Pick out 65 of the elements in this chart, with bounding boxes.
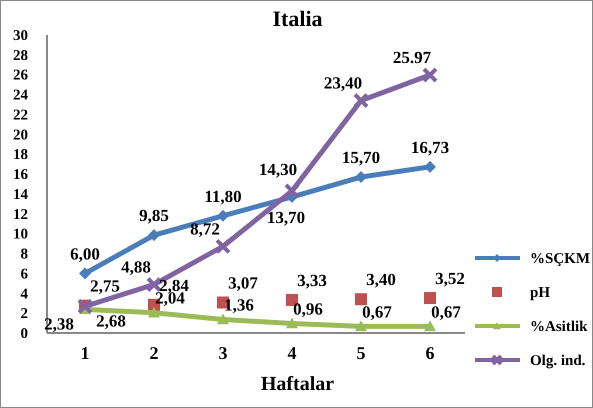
y-tick-label: 12: [13, 206, 28, 223]
x-axis-title: Haftalar: [260, 373, 334, 395]
data-label: 13,70: [266, 208, 306, 227]
data-label: 3,52: [435, 269, 465, 288]
point: [217, 313, 229, 324]
data-label: 16,73: [410, 138, 450, 157]
x-tick-label: 2: [150, 343, 158, 363]
data-label: 25.97: [392, 48, 432, 68]
legend-label: pH: [530, 285, 550, 301]
data-label: 1,36: [224, 295, 254, 314]
y-tick-label: 0: [20, 326, 28, 342]
data-label: 3,33: [297, 270, 327, 290]
data-label: 0,67: [362, 302, 392, 322]
point: [284, 182, 300, 199]
data-label: 6,00: [70, 244, 100, 264]
point: [424, 292, 436, 304]
legend-label: %Asitlik: [530, 319, 588, 335]
data-label: 8,72: [190, 219, 220, 238]
data-label: 3,07: [228, 274, 258, 293]
y-tick-label: 24: [13, 88, 28, 104]
y-tick-label: 10: [13, 226, 28, 243]
data-label: 0,67: [431, 302, 462, 322]
point: [422, 67, 438, 84]
point: [215, 238, 231, 254]
y-tick-label: 20: [13, 127, 28, 144]
point: [355, 320, 367, 332]
data-label: 2,38: [44, 314, 74, 334]
data-label: 14,30: [258, 160, 298, 179]
x-tick-label: 6: [426, 343, 434, 363]
data-label: 9,85: [139, 206, 169, 226]
data-label: 23,40: [324, 74, 362, 93]
x-tick-label: 1: [80, 343, 90, 363]
point: [353, 92, 369, 109]
y-tick-label: 16: [13, 167, 28, 184]
point: [286, 317, 298, 328]
y-tick-label: 6: [20, 266, 28, 282]
legend-label: Olg. ind.: [530, 353, 586, 369]
y-tick-label: 28: [13, 48, 28, 64]
y-tick-label: 18: [13, 147, 28, 164]
chart-title: Italia: [272, 6, 323, 31]
y-tick-label: 8: [20, 246, 28, 263]
point: [148, 229, 160, 242]
point: [355, 171, 367, 184]
data-label: 11,80: [204, 186, 242, 206]
data-label: 3,40: [366, 270, 396, 290]
point: [79, 267, 91, 280]
point: [148, 306, 160, 318]
data-label: 2,75: [90, 276, 120, 296]
y-tick-label: 26: [13, 68, 28, 84]
point: [355, 293, 367, 306]
x-tick-label: 5: [356, 343, 366, 363]
y-tick-label: 22: [13, 107, 28, 124]
legend-label: %SÇKM: [530, 251, 590, 267]
x-tick-label: 4: [288, 343, 296, 363]
y-tick-label: 4: [20, 286, 28, 302]
data-label: 15,70: [342, 148, 380, 168]
y-tick-label: 30: [13, 28, 28, 44]
y-tick-label: 14: [13, 186, 28, 203]
point: [217, 210, 229, 222]
x-tick-label: 3: [218, 343, 228, 363]
data-label: 2,68: [96, 311, 126, 330]
y-tick-label: 2: [20, 306, 28, 322]
data-label: 4,88: [121, 258, 151, 277]
point: [424, 320, 436, 332]
data-label: 0,96: [293, 299, 323, 318]
